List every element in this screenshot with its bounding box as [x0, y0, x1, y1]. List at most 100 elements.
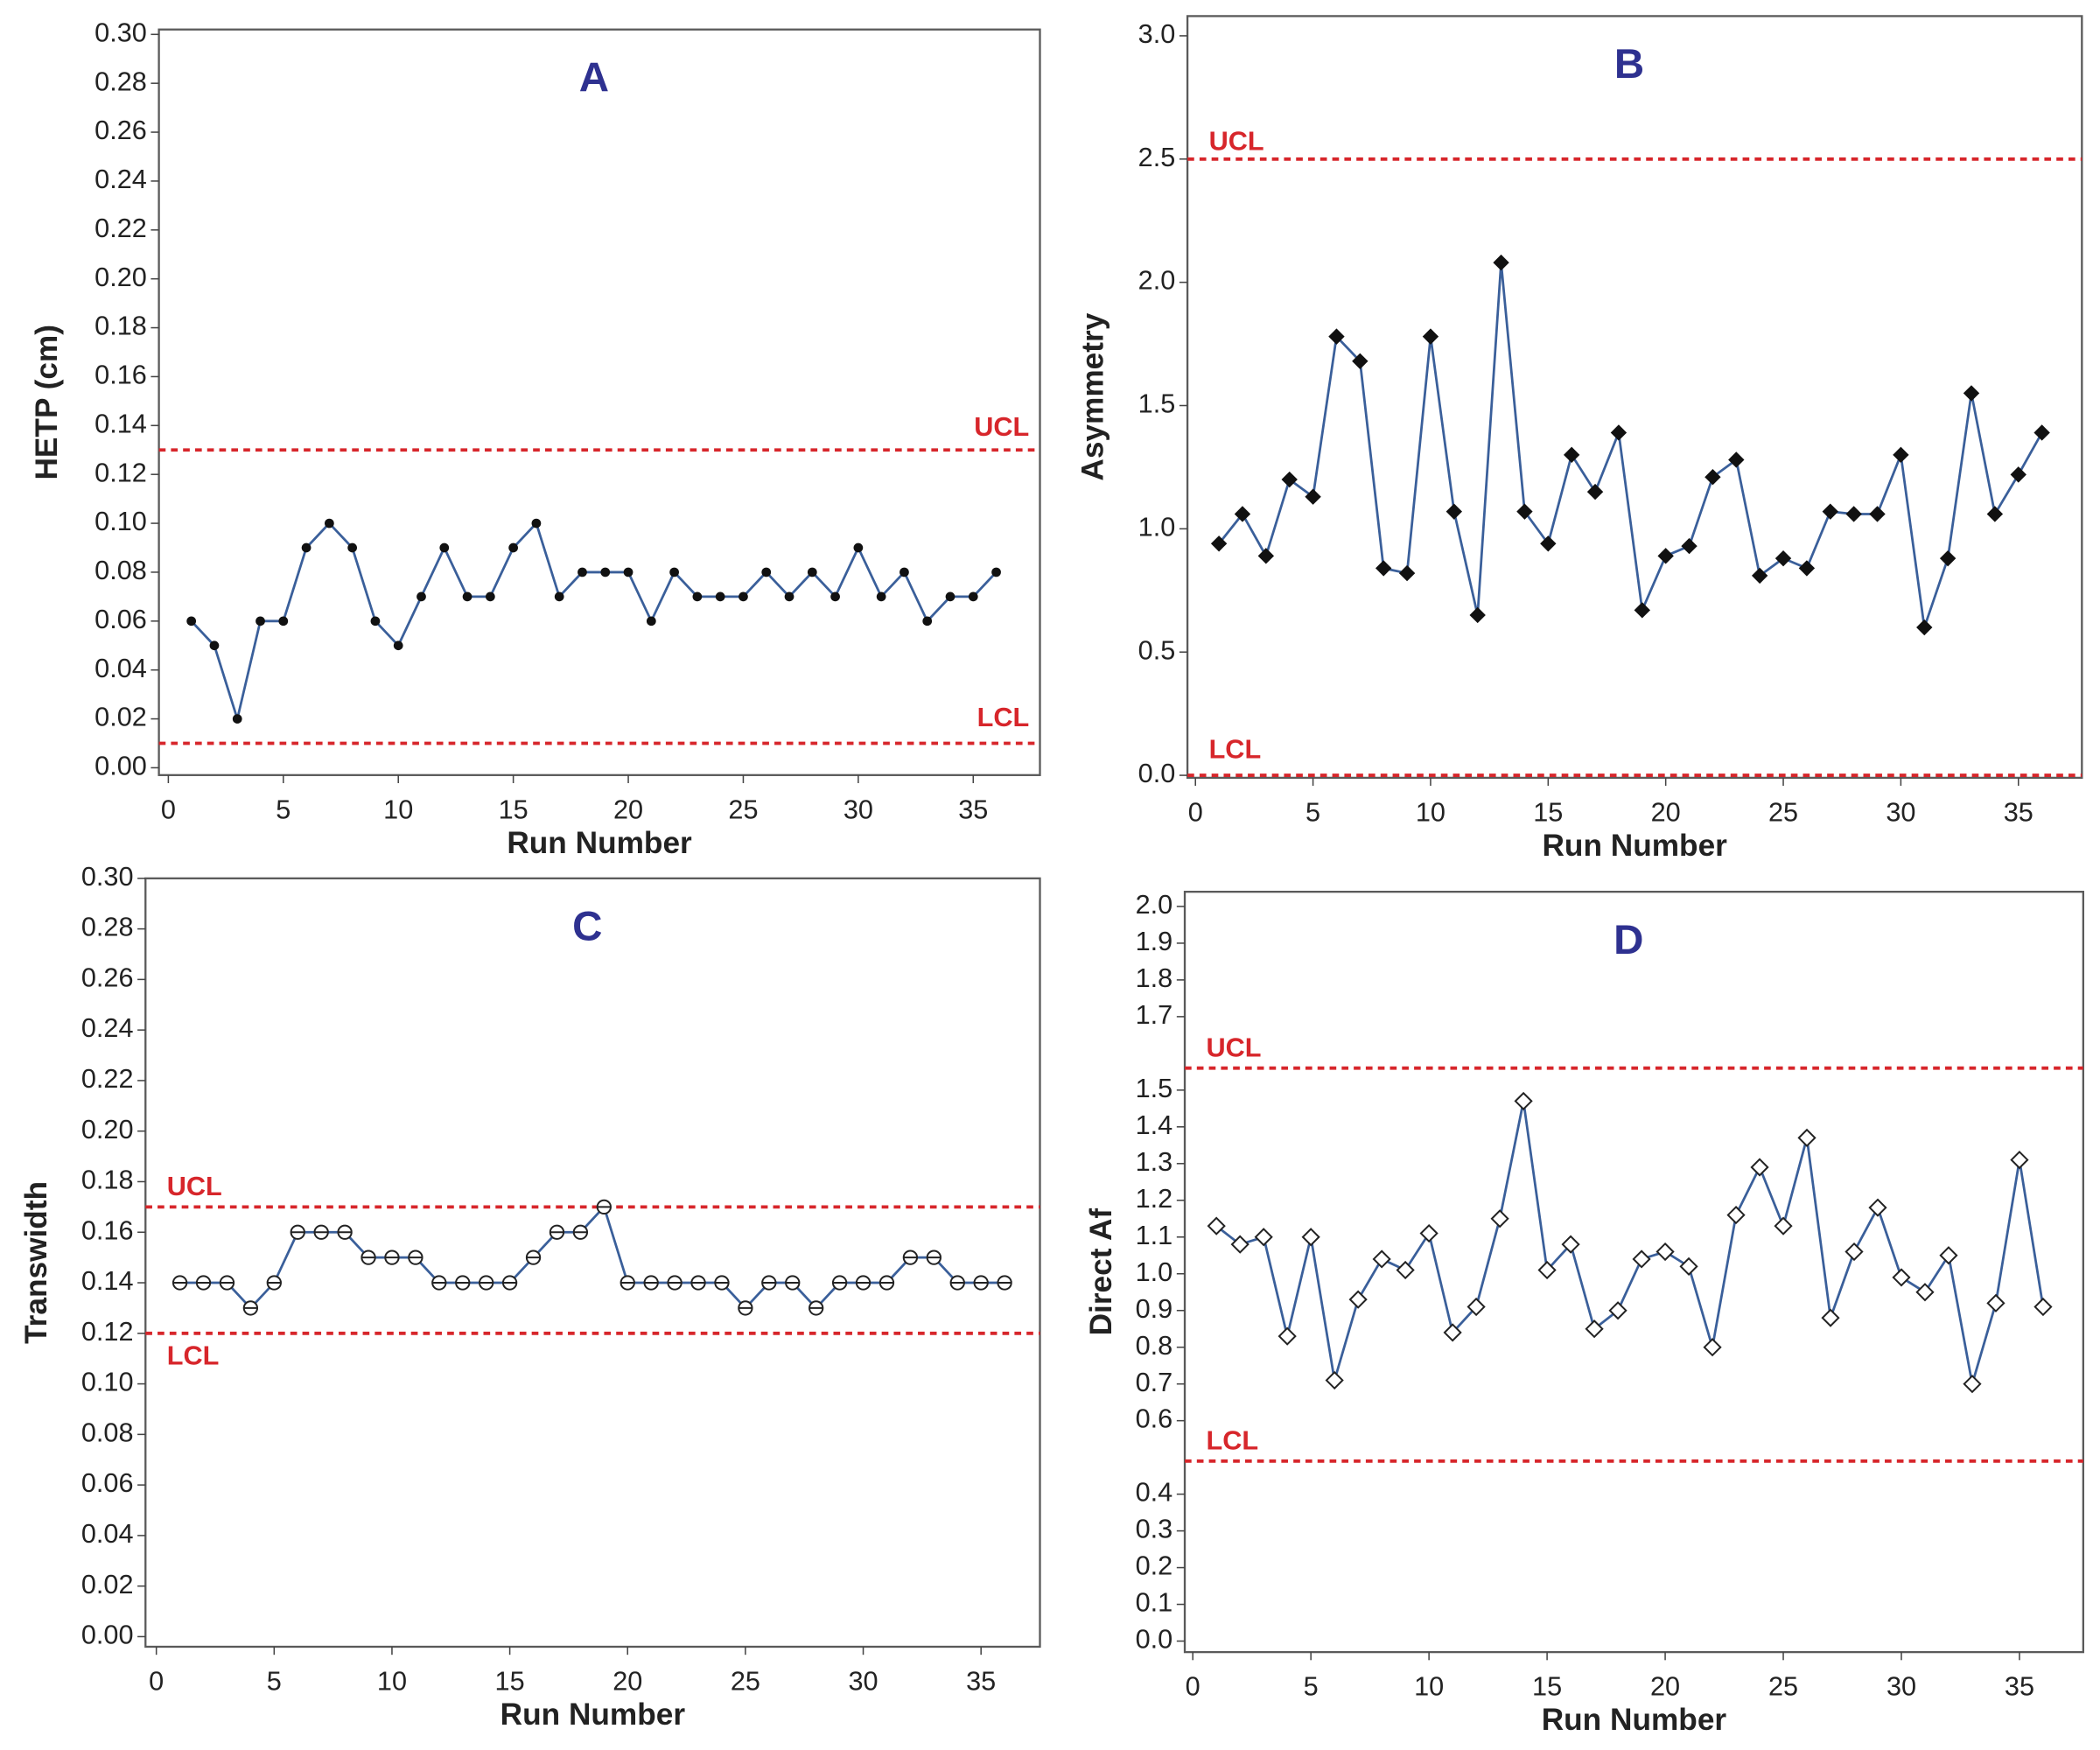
- marker: [831, 1275, 848, 1291]
- y-tick-label: 0.06: [81, 1468, 134, 1498]
- marker: [360, 1250, 376, 1265]
- marker: [408, 1250, 424, 1265]
- x-tick-label: 5: [276, 794, 290, 824]
- x-tick-label: 20: [613, 794, 643, 824]
- marker: [1466, 1297, 1486, 1317]
- marker: [531, 518, 542, 528]
- marker: [1446, 503, 1463, 520]
- marker: [761, 1275, 777, 1291]
- marker: [439, 542, 450, 553]
- marker: [646, 616, 656, 626]
- marker: [1257, 548, 1275, 564]
- y-tick-label: 0.26: [94, 116, 147, 145]
- marker: [620, 1275, 635, 1291]
- marker: [1210, 536, 1228, 552]
- marker: [643, 1275, 659, 1291]
- marker: [1514, 1091, 1533, 1111]
- y-tick-label: 0.00: [94, 752, 147, 781]
- marker: [876, 592, 886, 602]
- x-tick-label: 0: [149, 1666, 164, 1696]
- y-tick-label: 0.18: [94, 312, 147, 341]
- marker: [1704, 469, 1721, 486]
- y-tick-label: 0.04: [94, 654, 147, 683]
- marker: [1634, 602, 1650, 619]
- marker: [690, 1275, 706, 1291]
- panel: 0.00 0.02 0.04 0.06 0.08 0.10 0.12 0.14 0.16 0.18…: [30, 18, 1041, 860]
- marker: [830, 592, 840, 602]
- y-tick-label: 1.5: [1138, 389, 1176, 419]
- y-tick-label: 1.4: [1136, 1110, 1173, 1140]
- marker: [807, 567, 817, 578]
- marker: [242, 1300, 259, 1316]
- x-tick-label: 35: [2005, 1672, 2034, 1702]
- panel: 0.0 0.5 1.0 1.5 2.0 2.5 3.0 0 5 10 15 20 25 30 35 Run N…: [1076, 15, 2083, 863]
- y-tick-label: 0.14: [94, 409, 147, 438]
- marker: [808, 1300, 824, 1316]
- x-tick-label: 15: [1533, 797, 1563, 827]
- y-tick-label: 0.30: [94, 18, 147, 47]
- marker: [1797, 1128, 1816, 1148]
- marker: [1939, 550, 1956, 567]
- y-tick-label: 0.16: [81, 1215, 134, 1245]
- y-tick-label: 0.9: [1136, 1294, 1173, 1324]
- marker: [1586, 483, 1604, 500]
- marker: [1325, 1370, 1344, 1390]
- marker: [508, 542, 518, 553]
- marker: [554, 592, 564, 602]
- y-tick-label: 0.4: [1136, 1478, 1173, 1508]
- y-tick-label: 1.8: [1136, 963, 1173, 993]
- y-tick-label: 1.0: [1138, 512, 1176, 542]
- marker: [623, 567, 634, 578]
- y-tick-label: 0.28: [81, 913, 134, 942]
- y-tick-label: 0.02: [94, 703, 147, 732]
- plot-area: [158, 28, 1041, 776]
- x-tick-label: 10: [383, 794, 413, 824]
- x-tick-label: 15: [1532, 1672, 1562, 1702]
- y-tick-label: 1.7: [1136, 1000, 1173, 1030]
- marker: [2010, 466, 2026, 483]
- panel: 0.00 0.02 0.04 0.06 0.08 0.10 0.12 0.14 0.16 0.18…: [19, 862, 1041, 1732]
- y-axis-label: Direct Af: [1084, 1208, 1118, 1336]
- marker: [347, 542, 358, 553]
- x-tick-label: 30: [844, 794, 873, 824]
- marker: [278, 616, 289, 626]
- y-tick-label: 0.20: [94, 262, 147, 292]
- plot-area: [144, 877, 1041, 1648]
- marker: [1774, 1216, 1793, 1236]
- control-limit-label: LCL: [1209, 735, 1262, 765]
- marker: [1726, 1205, 1746, 1225]
- marker: [968, 592, 978, 602]
- marker: [1963, 1375, 1982, 1394]
- control-limit-label: UCL: [974, 412, 1029, 442]
- x-tick-label: 0: [161, 794, 176, 824]
- x-tick-label: 15: [499, 794, 528, 824]
- marker: [1868, 1198, 1887, 1217]
- marker: [1278, 1326, 1297, 1346]
- marker: [219, 1275, 235, 1291]
- marker: [1728, 452, 1745, 468]
- y-tick-label: 0.18: [81, 1166, 134, 1195]
- marker: [209, 640, 220, 651]
- y-tick-label: 0.08: [94, 556, 147, 585]
- y-tick-label: 0.0: [1136, 1625, 1173, 1655]
- y-tick-label: 0.24: [81, 1013, 134, 1043]
- marker: [714, 1275, 730, 1291]
- x-tick-label: 35: [966, 1666, 996, 1696]
- marker: [313, 1224, 329, 1240]
- marker: [715, 592, 725, 602]
- marker: [431, 1275, 447, 1291]
- marker: [1328, 328, 1345, 345]
- y-tick-label: 0.1: [1136, 1588, 1173, 1618]
- y-axis-label: Transwidth: [19, 1181, 53, 1344]
- y-tick-label: 0.8: [1136, 1331, 1173, 1361]
- marker: [1372, 1250, 1391, 1269]
- marker: [692, 592, 703, 602]
- marker: [462, 592, 472, 602]
- marker: [501, 1275, 518, 1291]
- y-tick-label: 2.0: [1138, 266, 1176, 296]
- control-limit-label: UCL: [1207, 1032, 1262, 1062]
- y-tick-label: 0.3: [1136, 1515, 1173, 1544]
- y-tick-label: 1.9: [1136, 927, 1173, 956]
- plot-area: [1186, 15, 2083, 780]
